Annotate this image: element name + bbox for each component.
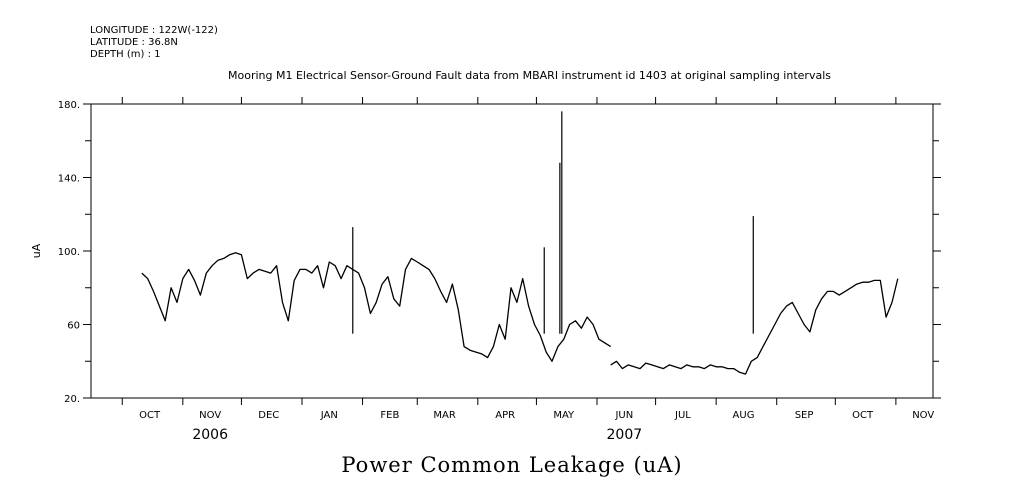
x-year-label: 2006 [192,427,228,443]
y-tick-label: 20. [64,394,80,405]
x-month-label: AUG [733,410,755,421]
y-tick-label: 60 [67,321,80,332]
x-month-label: DEC [258,410,279,421]
x-month-label: MAR [433,410,455,421]
x-axis-title: Power Common Leakage (uA) [341,453,683,477]
x-month-label: OCT [852,410,874,421]
y-tick-label: 140. [58,174,80,185]
x-month-label: NOV [912,410,934,421]
x-month-label: JAN [320,410,338,421]
y-tick-label: 100. [58,247,80,258]
x-month-label: NOV [199,410,221,421]
x-month-label: SEP [795,410,814,421]
x-month-label: MAY [553,410,575,421]
x-month-label: JUN [614,410,633,421]
y-tick-label: 180. [58,100,80,111]
y-axis-label: uA [30,243,43,258]
x-month-label: APR [495,410,515,421]
longitude-label: LONGITUDE : 122W(-122) [90,25,218,36]
latitude-label: LATITUDE : 36.8N [90,37,178,48]
series-line [141,252,612,362]
chart-title: Mooring M1 Electrical Sensor-Ground Faul… [228,69,831,82]
x-month-label: JUL [674,410,691,421]
x-year-label: 2007 [607,427,643,443]
plot-frame [90,103,934,399]
x-month-label: FEB [380,410,399,421]
series-line [610,278,899,375]
depth-label: DEPTH (m) : 1 [90,49,161,60]
x-month-label: OCT [139,410,161,421]
